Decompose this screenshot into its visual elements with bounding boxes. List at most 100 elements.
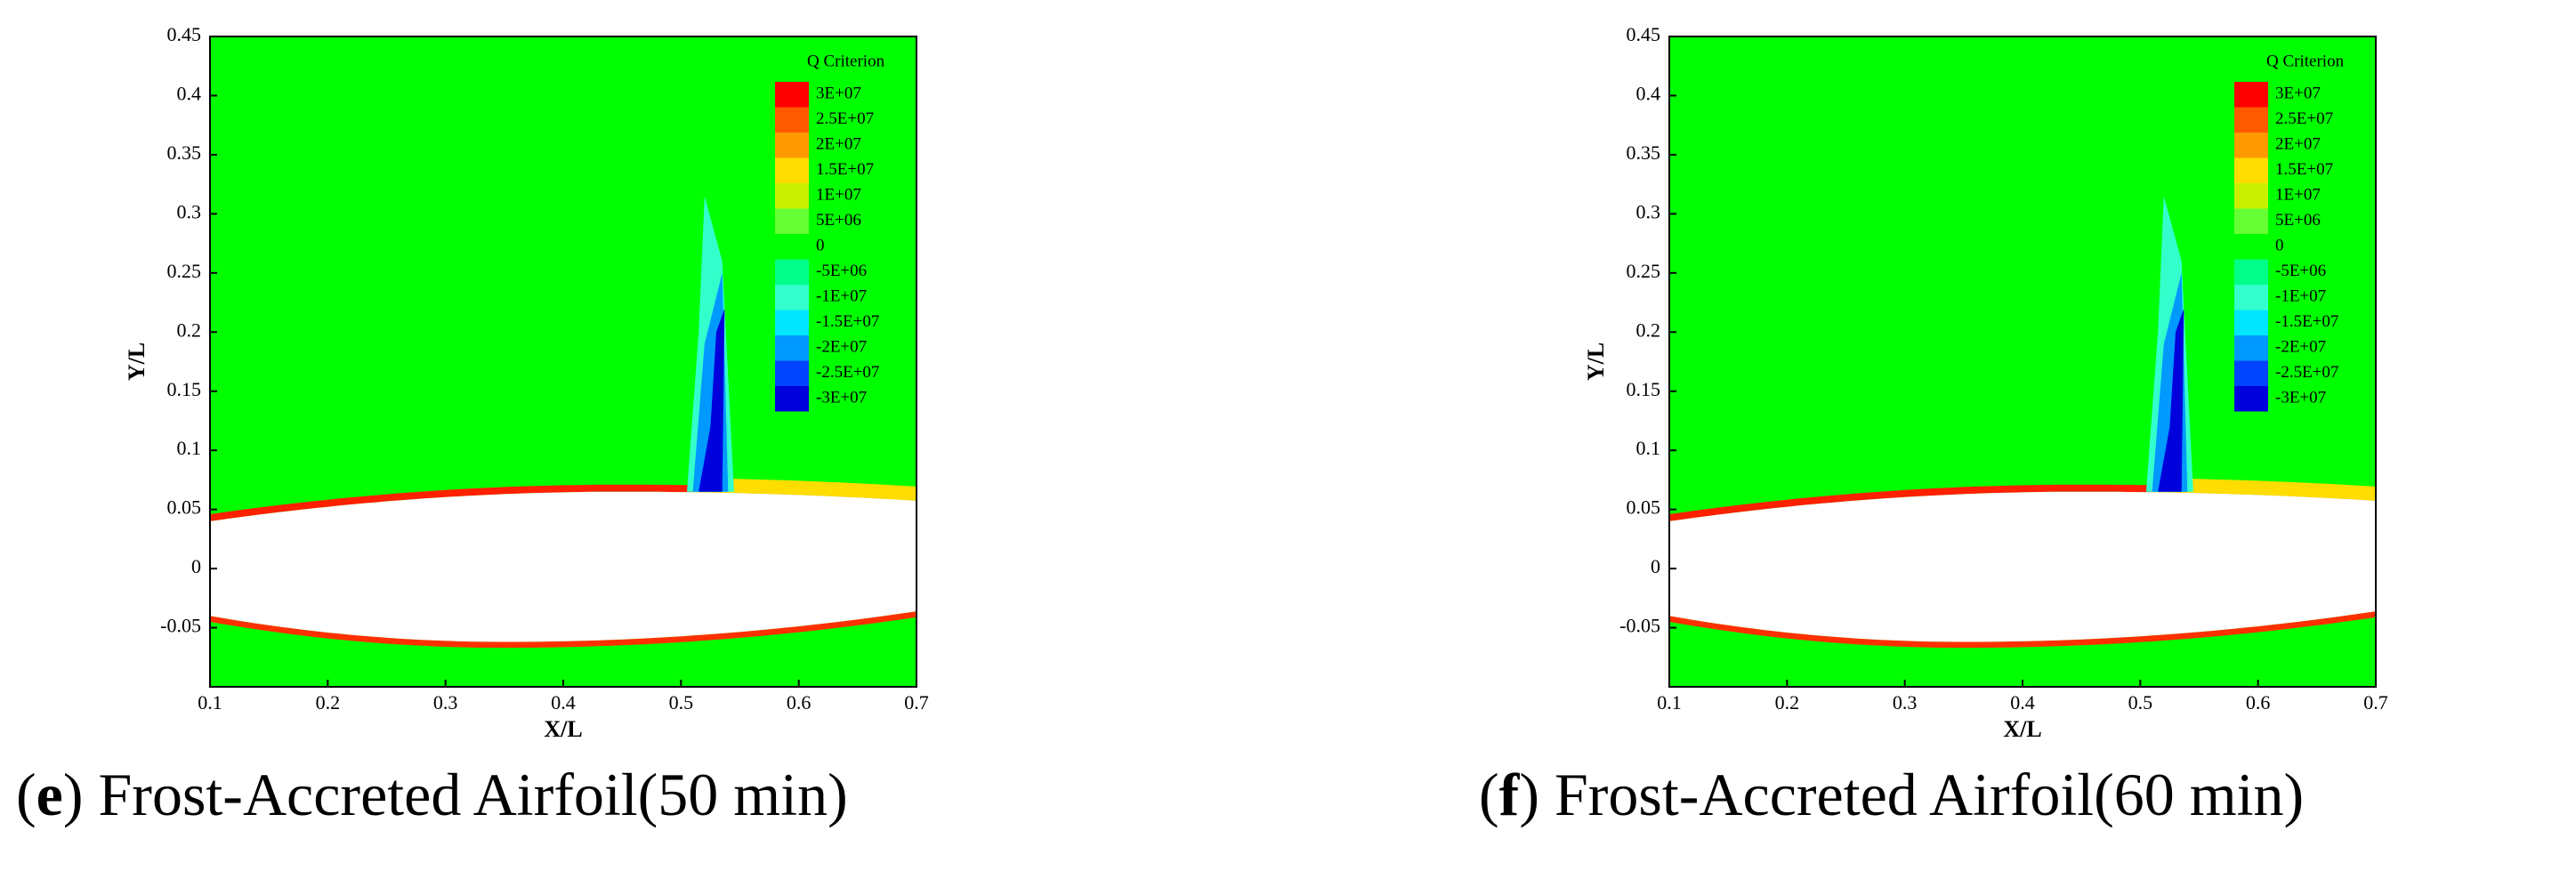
legend-swatch [775, 310, 809, 335]
legend-label: -2.5E+07 [816, 363, 879, 382]
x-tick-label: 0.4 [2010, 691, 2035, 714]
legend-swatch [2234, 335, 2268, 361]
legend-label: -1.5E+07 [2275, 312, 2338, 331]
x-tick-label: 0.7 [904, 691, 929, 714]
legend-label: -1E+07 [2275, 286, 2326, 305]
y-tick-label: 0.25 [167, 260, 202, 282]
legend-swatch [2234, 208, 2268, 234]
legend-label: -2.5E+07 [2275, 363, 2338, 382]
legend-label: 1.5E+07 [816, 160, 874, 179]
legend-swatch [2234, 183, 2268, 209]
y-tick-label: 0.3 [177, 200, 202, 222]
legend-label: -2E+07 [2275, 337, 2326, 356]
legend-swatch [2234, 285, 2268, 310]
x-tick-label: 0.3 [433, 691, 458, 714]
legend-swatch [775, 157, 809, 183]
legend-label: 0 [816, 236, 825, 254]
y-tick-label: 0.05 [167, 496, 202, 519]
x-tick-label: 0.5 [669, 691, 694, 714]
legend-swatch [775, 82, 809, 108]
y-tick-label: 0.15 [167, 378, 202, 400]
legend-swatch [775, 360, 809, 386]
y-tick-label: 0.35 [1627, 141, 1661, 164]
legend-label: -5E+06 [2275, 262, 2326, 280]
y-tick-label: 0.1 [1636, 437, 1661, 459]
y-axis-label: Y/L [1583, 343, 1609, 381]
y-tick-label: 0.4 [177, 83, 202, 105]
legend-swatch [2234, 133, 2268, 158]
y-tick-label: -0.05 [1619, 615, 1660, 637]
legend-swatch [775, 133, 809, 158]
shear-layer [1669, 484, 2376, 521]
legend-label: 5E+06 [2275, 211, 2321, 230]
x-tick-label: 0.7 [2363, 691, 2388, 714]
legend-swatch [2234, 157, 2268, 183]
legend-label: 0 [2275, 236, 2284, 254]
legend-swatch [775, 386, 809, 412]
x-tick-label: 0.5 [2128, 691, 2153, 714]
y-tick-label: 0.45 [167, 23, 202, 45]
caption-part: ( [16, 761, 36, 828]
legend-label: 2.5E+07 [2275, 109, 2333, 128]
legend-label: 1E+07 [2275, 185, 2321, 204]
legend-label: 2E+07 [816, 134, 861, 153]
x-tick-label: 0.2 [1775, 691, 1800, 714]
legend-label: -2E+07 [816, 337, 867, 356]
caption: (f) Frost-Accreted Airfoil(60 min) [1479, 761, 2304, 828]
lower-layer [1669, 611, 2376, 649]
legend-swatch [775, 208, 809, 234]
x-tick-label: 0.1 [198, 691, 222, 714]
x-tick-label: 0.3 [1893, 691, 1918, 714]
y-tick-label: -0.05 [160, 615, 201, 637]
caption: (e) Frost-Accreted Airfoil(50 min) [16, 761, 848, 828]
y-tick-label: 0.2 [177, 318, 202, 341]
chart-panel: 0.1 0.2 0.3 0.4 0.5 0.6 0.7 0.45 0.4 0.35 0.3 0.25 0… [16, 23, 929, 828]
y-tick-label: 0.35 [167, 141, 202, 164]
x-tick-label: 0.6 [787, 691, 812, 714]
legend-label: -3E+07 [816, 388, 867, 407]
airfoil [210, 491, 917, 642]
y-tick-label: 0.2 [1636, 318, 1661, 341]
legend-swatch [2234, 360, 2268, 386]
vortex-core [699, 308, 725, 492]
legend-swatch [2234, 259, 2268, 285]
x-axis-label: X/L [544, 716, 582, 742]
caption-part: ) Frost-Accreted Airfoil(50 min) [63, 761, 848, 828]
y-tick-label: 0.15 [1627, 378, 1661, 400]
legend-swatch [2234, 82, 2268, 108]
x-tick-label: 0.4 [551, 691, 576, 714]
legend-swatch [775, 234, 809, 260]
chart-panel: 0.1 0.2 0.3 0.4 0.5 0.6 0.7 0.45 0.4 0.35 0.3 0.25 0… [1479, 23, 2388, 828]
x-tick-label: 0.1 [1657, 691, 1682, 714]
y-tick-label: 0.4 [1636, 83, 1661, 105]
y-tick-label: 0.05 [1627, 496, 1661, 519]
x-axis-label: X/L [2003, 716, 2041, 742]
legend-swatch [2234, 386, 2268, 412]
caption-part: e [36, 761, 63, 828]
legend-label: 1.5E+07 [2275, 160, 2333, 179]
legend-label: 3E+07 [816, 84, 861, 102]
y-tick-label: 0.25 [1627, 260, 1661, 282]
legend-label: -5E+06 [816, 262, 867, 280]
legend-label: -3E+07 [2275, 388, 2326, 407]
legend-swatch [2234, 234, 2268, 260]
legend-title: Q Criterion [807, 52, 885, 70]
shear-layer-outer [692, 478, 917, 501]
legend-swatch [775, 259, 809, 285]
y-tick-label: 0 [191, 555, 201, 577]
caption-part: ( [1479, 761, 1499, 828]
legend-swatch [2234, 107, 2268, 133]
y-tick-label: 0 [1651, 555, 1660, 577]
legend-title: Q Criterion [2266, 52, 2345, 70]
legend-label: 5E+06 [816, 211, 861, 230]
shear-layer-outer [2152, 478, 2376, 501]
shear-layer [210, 484, 917, 521]
y-tick-label: 0.45 [1627, 23, 1661, 45]
legend-swatch [775, 107, 809, 133]
legend-swatch [2234, 310, 2268, 335]
legend-label: 1E+07 [816, 185, 861, 204]
lower-layer [210, 611, 917, 649]
y-axis-label: Y/L [124, 343, 149, 381]
